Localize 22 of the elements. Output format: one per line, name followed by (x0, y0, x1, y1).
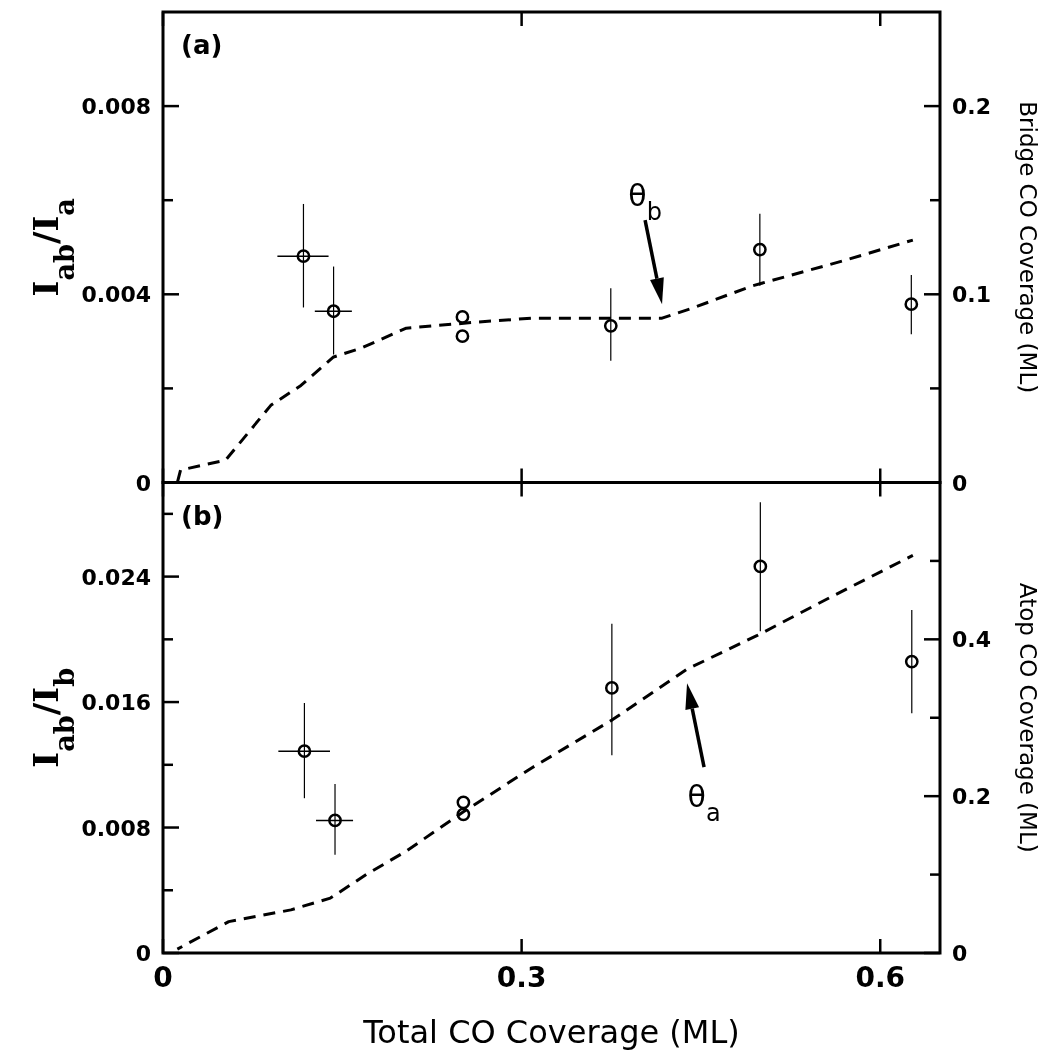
x-tick-label: 0.3 (496, 961, 547, 994)
x-axis-title: Total CO Coverage (ML) (362, 1013, 740, 1051)
y2-tick-label: 0.4 (952, 627, 991, 653)
y-tick-label: 0 (135, 470, 151, 496)
y2-tick-label: 0 (952, 470, 968, 496)
annotation: θ$_{a}$ (687, 779, 721, 828)
y2-tick-label: 0.1 (952, 282, 991, 308)
y-tick-label: 0.008 (81, 815, 151, 841)
y2-axis-title: Atop CO Coverage (ML) (1015, 582, 1041, 853)
annotation: θ$_{b}$ (628, 178, 662, 227)
y2-tick-label: 0.2 (952, 94, 991, 120)
y-tick-label: 0 (135, 941, 151, 966)
y2-tick-label: 0 (952, 941, 968, 966)
text: (a) (181, 30, 223, 60)
y-tick-label: 0.024 (81, 564, 151, 590)
y2-axis-title: Bridge CO Coverage (ML) (1015, 101, 1041, 394)
y-tick-label: 0.008 (81, 94, 151, 120)
y-tick-label: 0.016 (81, 690, 151, 716)
y2-tick-label: 0.2 (952, 784, 991, 810)
x-tick-label: 0.6 (855, 961, 906, 994)
y-tick-label: 0.004 (81, 282, 151, 308)
text: (b) (181, 500, 224, 531)
